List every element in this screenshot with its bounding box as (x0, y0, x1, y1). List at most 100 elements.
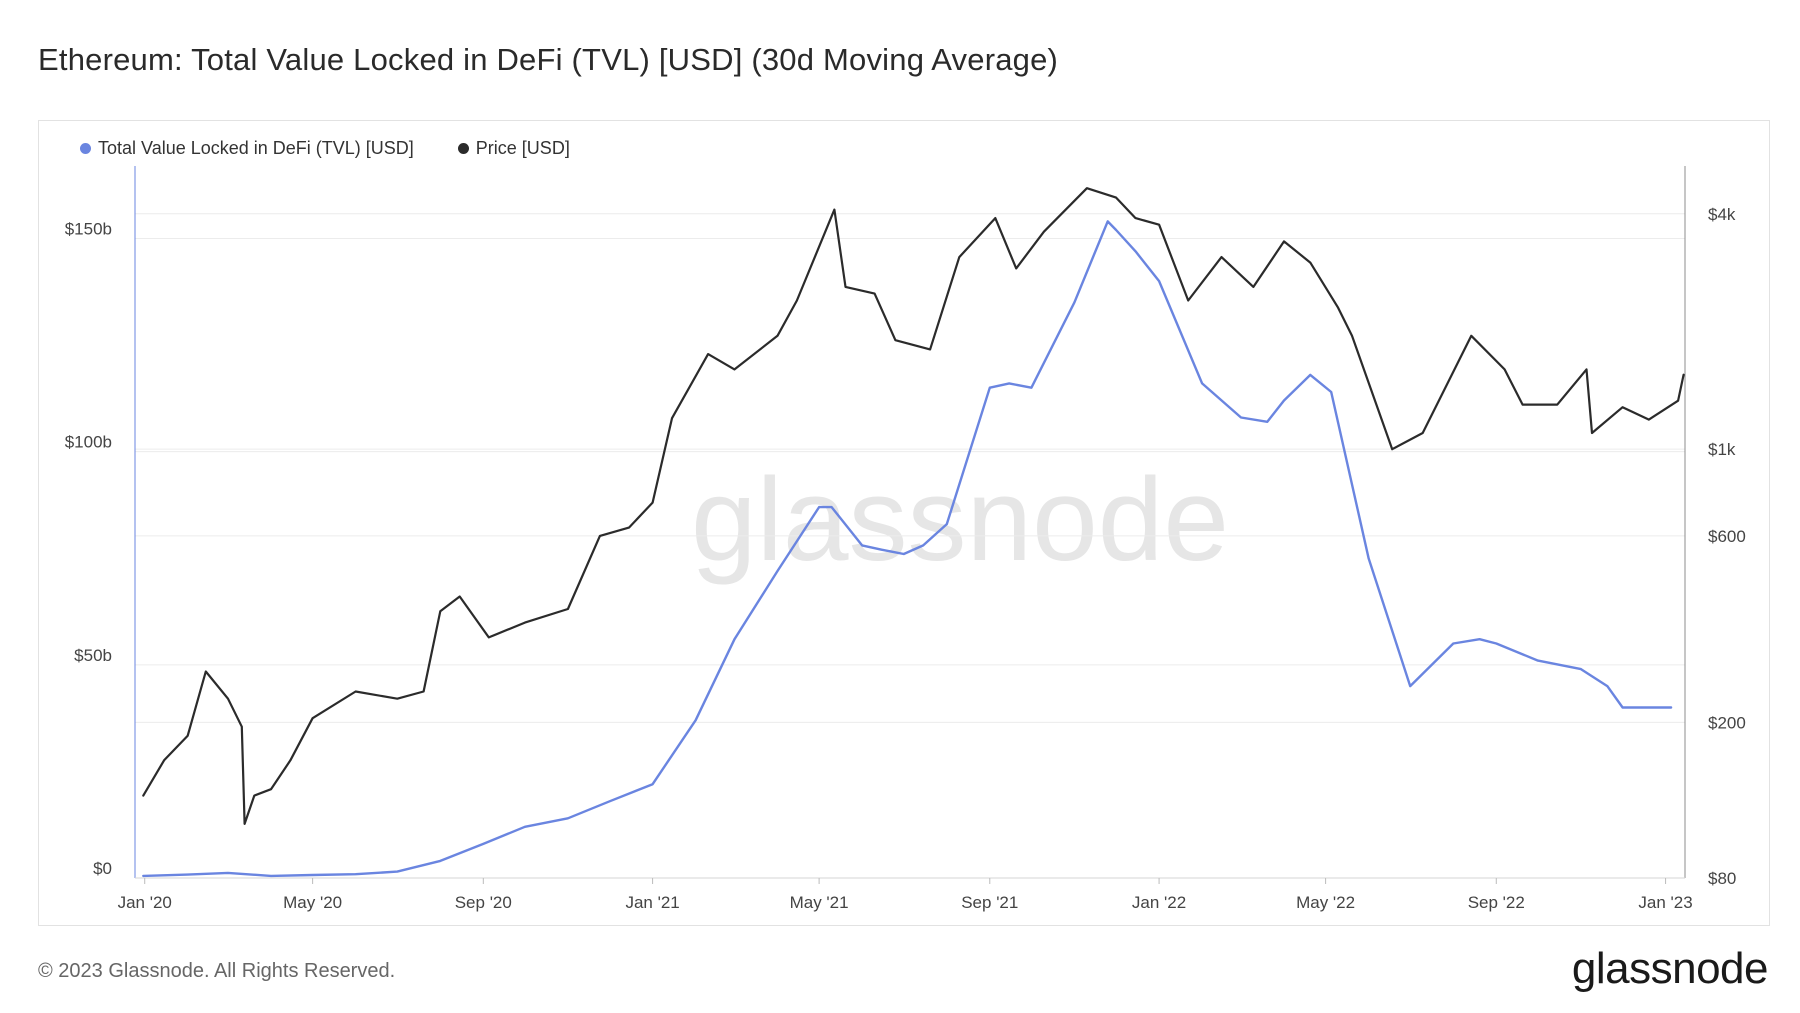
price-data-point (1337, 306, 1339, 309)
y-left-tick-label: $50b (74, 646, 112, 665)
price-data-point (833, 208, 836, 211)
y-right-tick-label: $600 (1708, 527, 1746, 546)
legend-label-tvl: Total Value Locked in DeFi (TVL) [USD] (98, 138, 414, 158)
price-data-point (671, 417, 673, 420)
price-data-point (1351, 335, 1353, 337)
price-data-point (733, 368, 736, 371)
legend-label-price: Price [USD] (475, 138, 570, 158)
price-data-point (1521, 403, 1524, 406)
price-data-point (1556, 403, 1559, 406)
tvl-data-point (227, 872, 229, 874)
x-tick-label: Sep '22 (1468, 893, 1525, 912)
tvl-data-point (270, 875, 272, 877)
price-data-point (458, 595, 461, 598)
tvl-data-point (1134, 250, 1137, 253)
tvl-data-point (1266, 421, 1269, 423)
price-data-point (651, 501, 654, 504)
tvl-data-point (1008, 382, 1010, 385)
price-data-point (567, 608, 569, 610)
price-data-point (776, 335, 779, 337)
tvl-data-point (922, 544, 924, 547)
price-data-point (1591, 432, 1593, 434)
y-right-tick-label: $4k (1708, 205, 1736, 224)
price-data-point (1682, 373, 1685, 376)
tvl-data-point (903, 553, 905, 555)
x-tick-label: Sep '20 (455, 893, 512, 912)
price-data-point (599, 535, 601, 537)
price-data-point (227, 697, 229, 700)
tvl-data-point (1478, 638, 1481, 640)
watermark: glassnode (691, 454, 1229, 586)
x-tick-label: Sep '21 (961, 893, 1018, 912)
y-right-tick-label: $80 (1708, 869, 1736, 888)
tvl-data-point (1580, 668, 1582, 670)
tvl-data-point (1283, 399, 1285, 402)
tvl-data-point (1030, 386, 1033, 389)
page-title: Ethereum: Total Value Locked in DeFi (TV… (38, 42, 1059, 77)
tvl-data-point (989, 386, 991, 389)
tvl-data-point (1106, 220, 1109, 223)
price-data-point (396, 697, 399, 700)
price-data-point (270, 788, 272, 790)
price-data-point (354, 690, 357, 693)
tvl-data-point (608, 800, 611, 803)
x-tick-label: Jan '22 (1132, 893, 1186, 912)
tvl-data-point (524, 826, 526, 828)
tvl-data-point (1641, 706, 1643, 709)
price-data-point (1421, 432, 1424, 434)
y-left-tick-label: $100b (65, 433, 112, 452)
tvl-data-point (482, 843, 485, 845)
y-left-tick-label: $0 (93, 859, 112, 878)
x-tick-label: Jan '23 (1638, 893, 1692, 912)
tvl-data-point (1073, 301, 1076, 304)
price-data-point (1187, 299, 1189, 302)
tvl-data-point (186, 873, 189, 876)
price-data-point (289, 759, 292, 762)
legend-item-price[interactable]: Price [USD] (457, 138, 570, 159)
price-data-point (243, 823, 246, 825)
tvl-data-point (142, 875, 145, 877)
tvl-data-point (1158, 280, 1160, 282)
chart-frame (38, 120, 1770, 926)
legend-marker-tvl (80, 143, 91, 154)
price-data-point (707, 353, 709, 355)
price-data-point (241, 725, 243, 728)
legend-item-tvl[interactable]: Total Value Locked in DeFi (TVL) [USD] (80, 138, 414, 159)
tvl-data-point (861, 544, 863, 547)
price-data-point (1015, 267, 1017, 270)
price-data-point (142, 794, 145, 797)
tvl-data-point (1201, 382, 1203, 385)
y-right-tick-label: $1k (1708, 440, 1736, 459)
tvl-data-point (1606, 685, 1609, 687)
price-data-point (1585, 368, 1588, 371)
tvl-data-point (1330, 391, 1332, 393)
tvl-data-point (1537, 659, 1539, 662)
price-data-point (524, 621, 526, 624)
price-data-point (628, 526, 630, 529)
tvl-data-point (651, 783, 654, 785)
y-right-tick-label: $200 (1708, 713, 1746, 732)
tvl-data-point (1309, 374, 1312, 376)
price-data-point (873, 292, 876, 295)
x-tick-label: Jan '21 (625, 893, 679, 912)
tvl-data-point (880, 548, 883, 551)
price-data-point (186, 734, 189, 737)
tvl-data-point (1495, 642, 1498, 645)
tvl-data-point (694, 719, 697, 722)
tvl-data-point (818, 506, 820, 508)
price-data-point (796, 299, 798, 302)
tvl-data-point (830, 506, 833, 508)
price-data-point (1309, 261, 1312, 264)
price-data-point (1621, 406, 1624, 409)
price-data-point (205, 670, 207, 673)
tvl-data-point (1670, 706, 1672, 709)
price-data-point (1503, 368, 1506, 371)
price-data-point (1470, 335, 1473, 337)
brand-logo: glassnode (1571, 944, 1769, 993)
price-data-point (1220, 256, 1223, 258)
price-data-point (1252, 286, 1255, 288)
price-data-point (1115, 196, 1117, 199)
x-tick-label: May '22 (1296, 893, 1355, 912)
x-tick-label: May '20 (283, 893, 342, 912)
